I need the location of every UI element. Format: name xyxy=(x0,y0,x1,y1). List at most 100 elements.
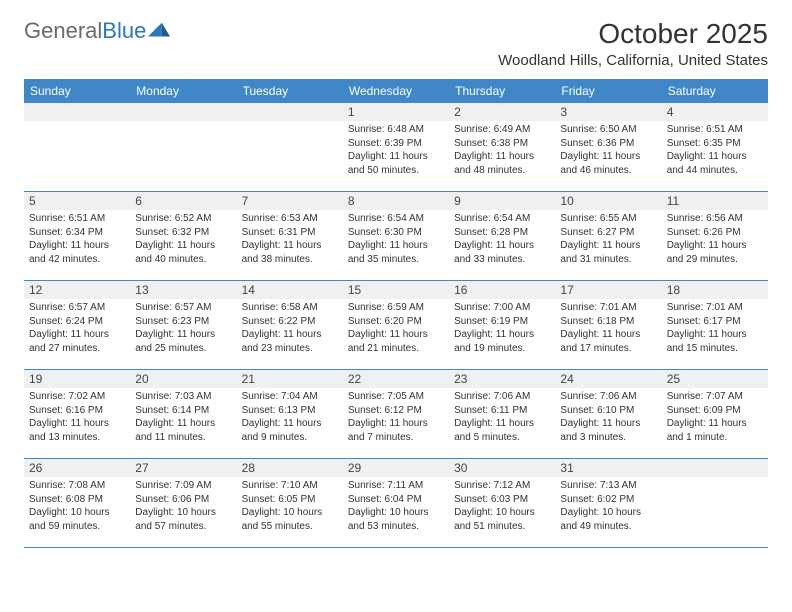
brand-blue: Blue xyxy=(102,18,146,43)
day-info: Sunrise: 7:03 AMSunset: 6:14 PMDaylight:… xyxy=(135,390,231,444)
day-number: 2 xyxy=(454,105,550,119)
day-number-row: 17 xyxy=(555,281,661,299)
sunset-text: Sunset: 6:31 PM xyxy=(242,226,338,240)
day-number-row: 10 xyxy=(555,192,661,210)
day-number-row: 13 xyxy=(130,281,236,299)
day-cell-4: 4Sunrise: 6:51 AMSunset: 6:35 PMDaylight… xyxy=(662,103,768,191)
daylight-text: Daylight: 11 hours and 29 minutes. xyxy=(667,239,763,266)
sunset-text: Sunset: 6:11 PM xyxy=(454,404,550,418)
day-cell-empty xyxy=(24,103,130,191)
day-number: 25 xyxy=(667,372,763,386)
day-number: 17 xyxy=(560,283,656,297)
day-cell-31: 31Sunrise: 7:13 AMSunset: 6:02 PMDayligh… xyxy=(555,459,661,547)
day-number-row: 6 xyxy=(130,192,236,210)
week-row: 26Sunrise: 7:08 AMSunset: 6:08 PMDayligh… xyxy=(24,459,768,548)
day-cell-24: 24Sunrise: 7:06 AMSunset: 6:10 PMDayligh… xyxy=(555,370,661,458)
day-number: 15 xyxy=(348,283,444,297)
sunset-text: Sunset: 6:34 PM xyxy=(29,226,125,240)
sunrise-text: Sunrise: 6:53 AM xyxy=(242,212,338,226)
day-number-row: 5 xyxy=(24,192,130,210)
day-number: 4 xyxy=(667,105,763,119)
daylight-text: Daylight: 11 hours and 50 minutes. xyxy=(348,150,444,177)
sunrise-text: Sunrise: 7:06 AM xyxy=(560,390,656,404)
day-number: 11 xyxy=(667,194,763,208)
sunset-text: Sunset: 6:10 PM xyxy=(560,404,656,418)
day-number: 21 xyxy=(242,372,338,386)
day-cell-14: 14Sunrise: 6:58 AMSunset: 6:22 PMDayligh… xyxy=(237,281,343,369)
day-info: Sunrise: 6:57 AMSunset: 6:23 PMDaylight:… xyxy=(135,301,231,355)
day-info: Sunrise: 6:59 AMSunset: 6:20 PMDaylight:… xyxy=(348,301,444,355)
day-number: 28 xyxy=(242,461,338,475)
sunrise-text: Sunrise: 7:13 AM xyxy=(560,479,656,493)
month-title: October 2025 xyxy=(498,18,768,50)
day-number: 8 xyxy=(348,194,444,208)
day-cell-6: 6 Sunrise: 6:52 AMSunset: 6:32 PMDaylight… xyxy=(130,192,236,280)
day-number: 10 xyxy=(560,194,656,208)
week-row: 5Sunrise: 6:51 AMSunset: 6:34 PMDaylight… xyxy=(24,192,768,281)
sunset-text: Sunset: 6:23 PM xyxy=(135,315,231,329)
sunrise-text: Sunrise: 7:10 AM xyxy=(242,479,338,493)
week-row: 1Sunrise: 6:48 AMSunset: 6:39 PMDaylight… xyxy=(24,103,768,192)
sunrise-text: Sunrise: 7:02 AM xyxy=(29,390,125,404)
day-info: Sunrise: 6:52 AMSunset: 6:32 PMDaylight:… xyxy=(135,212,231,266)
day-number xyxy=(242,105,338,119)
brand-gray: General xyxy=(24,18,102,43)
day-info: Sunrise: 6:56 AMSunset: 6:26 PMDaylight:… xyxy=(667,212,763,266)
sunrise-text: Sunrise: 6:52 AM xyxy=(135,212,231,226)
sunset-text: Sunset: 6:17 PM xyxy=(667,315,763,329)
sunrise-text: Sunrise: 6:55 AM xyxy=(560,212,656,226)
day-number: 30 xyxy=(454,461,550,475)
day-info: Sunrise: 7:10 AMSunset: 6:05 PMDaylight:… xyxy=(242,479,338,533)
location: Woodland Hills, California, United State… xyxy=(498,52,768,69)
weekday-header: SundayMondayTuesdayWednesdayThursdayFrid… xyxy=(24,79,768,103)
day-number: 24 xyxy=(560,372,656,386)
daylight-text: Daylight: 10 hours and 59 minutes. xyxy=(29,506,125,533)
calendar: SundayMondayTuesdayWednesdayThursdayFrid… xyxy=(0,73,792,548)
day-info: Sunrise: 7:01 AMSunset: 6:18 PMDaylight:… xyxy=(560,301,656,355)
day-number-row: 8 xyxy=(343,192,449,210)
day-number-row: 15 xyxy=(343,281,449,299)
sunset-text: Sunset: 6:13 PM xyxy=(242,404,338,418)
sunset-text: Sunset: 6:16 PM xyxy=(29,404,125,418)
sunset-text: Sunset: 6:14 PM xyxy=(135,404,231,418)
sunset-text: Sunset: 6:08 PM xyxy=(29,493,125,507)
title-block: October 2025 Woodland Hills, California,… xyxy=(498,18,768,69)
sunrise-text: Sunrise: 6:49 AM xyxy=(454,123,550,137)
day-number-row: 27 xyxy=(130,459,236,477)
daylight-text: Daylight: 11 hours and 44 minutes. xyxy=(667,150,763,177)
day-cell-9: 9Sunrise: 6:54 AMSunset: 6:28 PMDaylight… xyxy=(449,192,555,280)
day-number: 26 xyxy=(29,461,125,475)
sunrise-text: Sunrise: 6:54 AM xyxy=(348,212,444,226)
day-number: 31 xyxy=(560,461,656,475)
daylight-text: Daylight: 10 hours and 51 minutes. xyxy=(454,506,550,533)
day-number-row xyxy=(662,459,768,477)
daylight-text: Daylight: 11 hours and 27 minutes. xyxy=(29,328,125,355)
day-number: 27 xyxy=(135,461,231,475)
day-number-row: 11 xyxy=(662,192,768,210)
sunrise-text: Sunrise: 7:09 AM xyxy=(135,479,231,493)
sunrise-text: Sunrise: 6:57 AM xyxy=(135,301,231,315)
day-number-row: 29 xyxy=(343,459,449,477)
sunset-text: Sunset: 6:30 PM xyxy=(348,226,444,240)
day-info: Sunrise: 7:00 AMSunset: 6:19 PMDaylight:… xyxy=(454,301,550,355)
day-info: Sunrise: 6:57 AMSunset: 6:24 PMDaylight:… xyxy=(29,301,125,355)
sunset-text: Sunset: 6:12 PM xyxy=(348,404,444,418)
day-number-row: 21 xyxy=(237,370,343,388)
sunrise-text: Sunrise: 7:03 AM xyxy=(135,390,231,404)
sunset-text: Sunset: 6:36 PM xyxy=(560,137,656,151)
day-cell-22: 22Sunrise: 7:05 AMSunset: 6:12 PMDayligh… xyxy=(343,370,449,458)
day-number-row: 4 xyxy=(662,103,768,121)
day-number-row: 25 xyxy=(662,370,768,388)
sunrise-text: Sunrise: 7:06 AM xyxy=(454,390,550,404)
sunrise-text: Sunrise: 6:58 AM xyxy=(242,301,338,315)
daylight-text: Daylight: 11 hours and 31 minutes. xyxy=(560,239,656,266)
sunset-text: Sunset: 6:02 PM xyxy=(560,493,656,507)
day-number-row: 20 xyxy=(130,370,236,388)
daylight-text: Daylight: 11 hours and 38 minutes. xyxy=(242,239,338,266)
daylight-text: Daylight: 11 hours and 11 minutes. xyxy=(135,417,231,444)
day-cell-25: 25Sunrise: 7:07 AMSunset: 6:09 PMDayligh… xyxy=(662,370,768,458)
day-cell-23: 23Sunrise: 7:06 AMSunset: 6:11 PMDayligh… xyxy=(449,370,555,458)
day-number-row: 7 xyxy=(237,192,343,210)
daylight-text: Daylight: 10 hours and 57 minutes. xyxy=(135,506,231,533)
day-number-row xyxy=(24,103,130,121)
